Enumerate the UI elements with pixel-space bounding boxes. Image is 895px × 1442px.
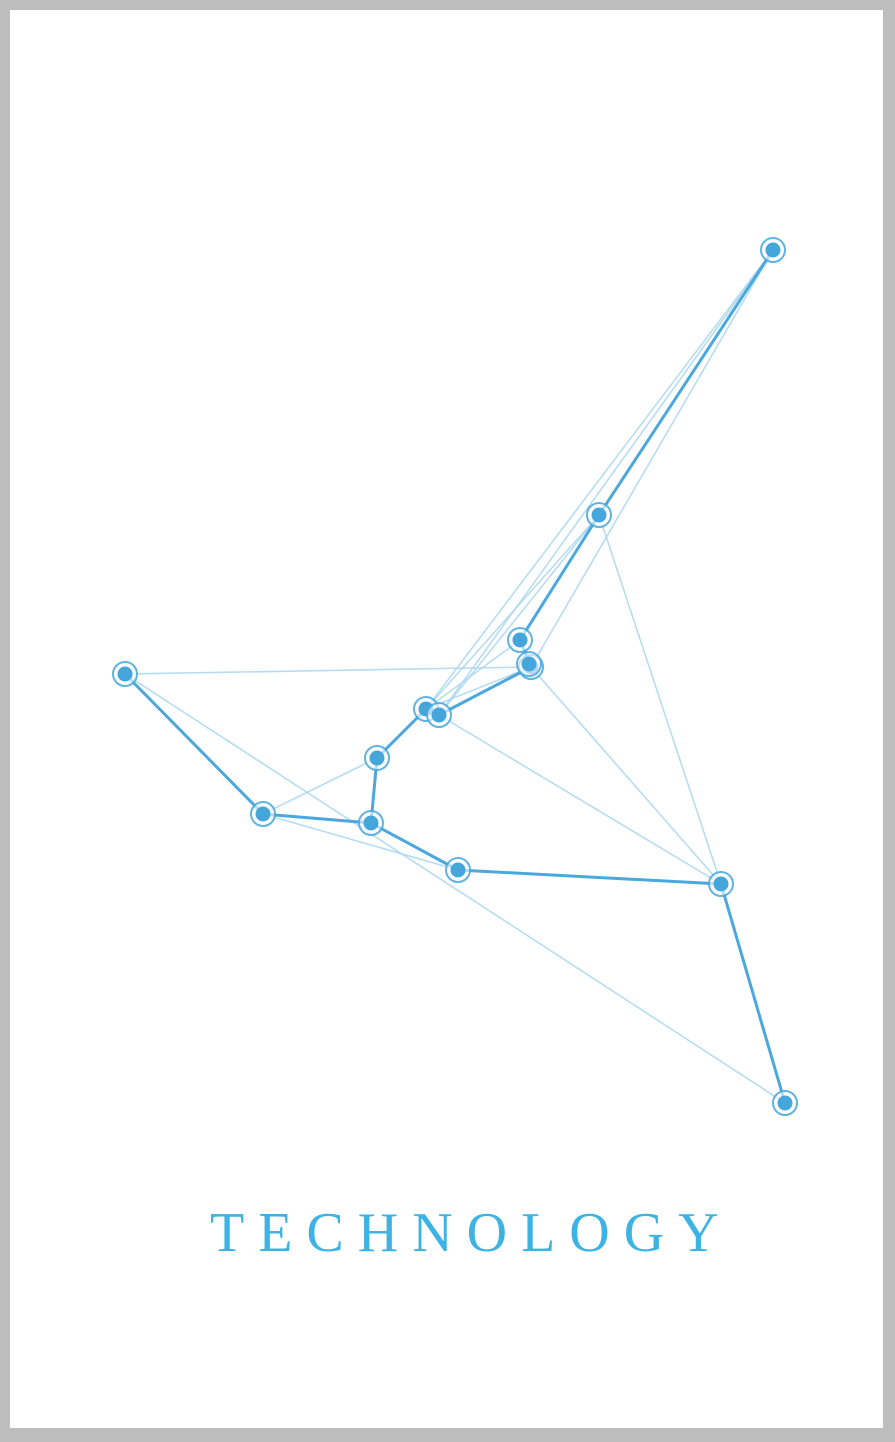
star-node <box>445 857 471 883</box>
main-edge <box>369 821 460 872</box>
star-node <box>507 627 533 653</box>
star-node-dot <box>777 1095 793 1111</box>
star-node-dot <box>765 242 781 258</box>
main-edge <box>123 672 265 816</box>
main-edge <box>597 248 775 517</box>
faint-edge <box>438 249 774 716</box>
star-node-dot <box>117 666 133 682</box>
star-node-dot <box>369 750 385 766</box>
star-node-dot <box>512 632 528 648</box>
star-node <box>364 745 390 771</box>
star-node <box>516 651 542 677</box>
star-node <box>112 661 138 687</box>
star-node <box>358 810 384 836</box>
faint-edge <box>262 813 459 871</box>
main-edge <box>261 812 373 825</box>
star-node <box>250 801 276 827</box>
star-node-dot <box>713 876 729 892</box>
star-node <box>586 502 612 528</box>
faint-edge <box>425 639 521 710</box>
star-node-dot <box>521 656 537 672</box>
main-edge <box>518 513 601 642</box>
faint-edge <box>438 714 722 885</box>
poster-title: TECHNOLOGY <box>210 1202 733 1264</box>
star-node-dot <box>591 507 607 523</box>
main-edge <box>719 882 787 1105</box>
star-node <box>760 237 786 263</box>
main-edge <box>456 868 723 886</box>
star-node-dot <box>255 806 271 822</box>
faint-edge <box>124 673 786 1104</box>
faint-edge <box>262 757 378 815</box>
star-node <box>772 1090 798 1116</box>
faint-edge <box>598 514 722 885</box>
star-node <box>708 871 734 897</box>
star-node-dot <box>450 862 466 878</box>
star-node <box>426 702 452 728</box>
constellation-nodes <box>112 237 798 1116</box>
faint-edge <box>425 666 532 710</box>
faint-edge <box>438 514 600 716</box>
faint-edge <box>530 249 774 668</box>
star-node-dot <box>363 815 379 831</box>
faint-edge <box>530 666 722 885</box>
main-edge <box>437 665 533 717</box>
faint-edges <box>124 249 786 1104</box>
faint-edge <box>425 249 774 710</box>
star-node-dot <box>431 707 447 723</box>
